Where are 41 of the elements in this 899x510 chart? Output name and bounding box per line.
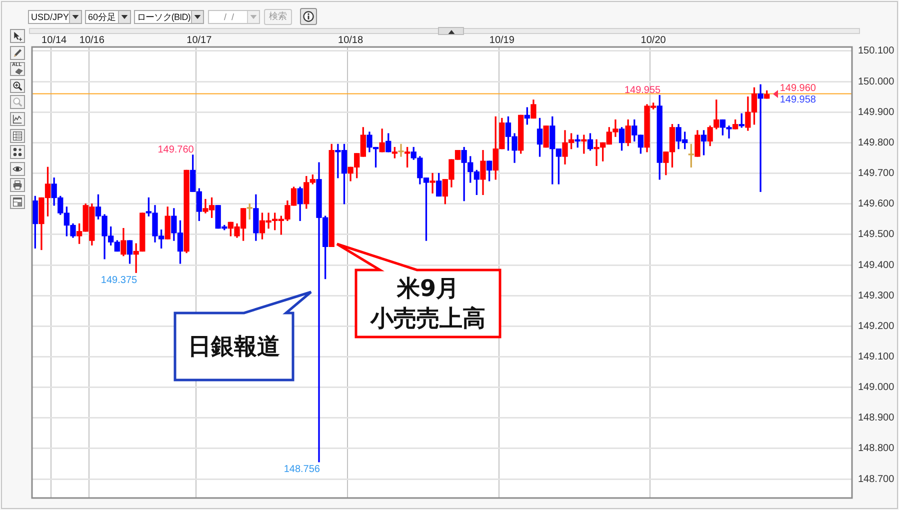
x-tick-label: 10/14: [42, 34, 68, 46]
speech-bubble: 日銀報道: [173, 290, 313, 382]
search-button: 検索: [264, 9, 292, 25]
x-tick-label: 10/17: [186, 34, 212, 46]
y-tick-label: 149.000: [858, 382, 895, 394]
annotation: 小売売上高: [370, 304, 486, 334]
candlestick: [758, 84, 764, 192]
candlestick: [581, 134, 587, 154]
annotation: 149.375: [100, 274, 138, 286]
annotation: 149.958: [780, 94, 816, 106]
y-tick-label: 148.700: [858, 474, 895, 485]
y-tick-label: 150.100: [858, 46, 895, 57]
y-tick-label: 149.500: [858, 229, 895, 240]
annotation: 149.955: [624, 85, 662, 96]
chart-type-dropdown: ローソク(BID): [134, 10, 204, 24]
candlestick: [430, 172, 436, 194]
y-tick-label: 149.100: [858, 351, 895, 362]
y-tick-label: 149.600: [858, 198, 895, 210]
y-tick-label: 149.400: [858, 260, 895, 271]
currency-dropdown: USD/JPY: [28, 10, 82, 24]
candlestick: [398, 144, 404, 157]
y-tick-label: 148.800: [858, 443, 895, 454]
y-tick-label: 149.300: [858, 290, 895, 302]
y-tick-label: 150.000: [858, 76, 895, 88]
y-tick-label: 149.800: [858, 137, 895, 148]
y-tick-label: 149.200: [858, 320, 895, 332]
speech-bubble: 米9月 小売売上高: [335, 242, 502, 339]
ref-line-label: 149.960: [780, 83, 816, 94]
x-tick-label: 10/20: [640, 34, 666, 46]
annotation: 日銀報道: [188, 332, 280, 362]
x-tick-label: 10/16: [79, 34, 105, 46]
annotation: 149.760: [158, 144, 194, 156]
x-tick-label: 10/18: [338, 34, 364, 46]
timeframe-dropdown: 60分足: [85, 10, 131, 24]
y-tick-label: 149.700: [858, 168, 895, 180]
date-field: / /: [208, 10, 260, 24]
annotation: 148.756: [284, 464, 320, 476]
y-tick-label: 149.900: [858, 106, 895, 118]
annotation: 米9月: [396, 274, 459, 304]
x-tick-label: 10/19: [489, 34, 515, 46]
y-tick-label: 148.900: [858, 412, 895, 424]
